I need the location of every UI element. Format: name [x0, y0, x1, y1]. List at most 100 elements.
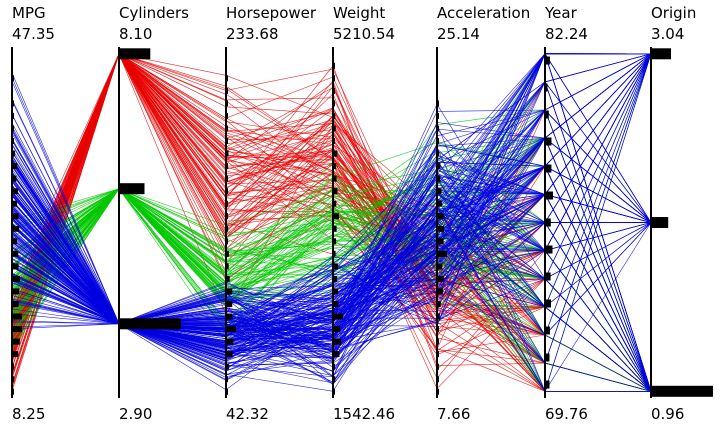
hist-bar-acceleration-15 — [437, 200, 442, 207]
hist-bar-acceleration-14 — [437, 213, 444, 220]
axis-title-mpg: MPG — [12, 4, 46, 22]
record-line-164 — [11, 142, 652, 392]
axis-max-acceleration: 25.14 — [437, 25, 480, 43]
hist-bar-mpg-18 — [12, 163, 18, 170]
hist-bar-mpg-11 — [12, 250, 19, 257]
hist-bar-mpg-15 — [12, 200, 17, 207]
axis-title-weight: Weight — [333, 4, 385, 22]
hist-bar-horsepower-11 — [226, 250, 229, 257]
hist-bar-horsepower-8 — [226, 288, 233, 295]
record-line-170 — [11, 53, 652, 298]
hist-bar-acceleration-7 — [437, 301, 441, 307]
hist-bar-weight-15 — [333, 200, 337, 207]
hist-bar-year-10 — [545, 110, 549, 119]
hist-bar-mpg-1 — [12, 376, 15, 383]
record-line-119 — [11, 139, 652, 392]
axis-min-cylinders: 2.90 — [119, 405, 152, 423]
hist-bar-year-7 — [545, 191, 553, 200]
hist-bar-weight-19 — [333, 150, 338, 157]
hist-bar-weight-13 — [333, 225, 337, 232]
hist-bar-origin-2 — [651, 217, 669, 228]
hist-bar-weight-18 — [333, 163, 337, 170]
hist-bar-year-0 — [545, 380, 550, 389]
hist-bar-horsepower-6 — [226, 313, 233, 320]
axis-max-horsepower: 233.68 — [226, 25, 279, 43]
hist-bar-year-5 — [545, 245, 553, 254]
hist-bar-horsepower-4 — [226, 338, 234, 345]
hist-bar-weight-5 — [333, 326, 341, 333]
axis-title-horsepower: Horsepower — [226, 4, 317, 22]
axis-min-mpg: 8.25 — [12, 405, 45, 423]
hist-bar-horsepower-9 — [226, 275, 230, 282]
axis-max-year: 82.24 — [545, 25, 588, 43]
axis-min-year: 69.76 — [545, 405, 588, 423]
hist-bar-mpg-9 — [12, 275, 21, 282]
axis-title-acceleration: Acceleration — [437, 4, 530, 22]
hist-bar-weight-12 — [333, 238, 337, 245]
hist-bar-acceleration-12 — [437, 238, 444, 245]
hist-bar-weight-9 — [333, 275, 338, 282]
record-line-235 — [11, 150, 652, 373]
hist-bar-origin-3 — [651, 48, 671, 60]
hist-bar-mpg-7 — [12, 301, 19, 307]
hist-bar-horsepower-10 — [226, 263, 229, 270]
hist-bar-weight-2 — [333, 363, 336, 370]
axis-title-year: Year — [544, 4, 578, 22]
hist-bar-weight-4 — [333, 338, 342, 345]
hist-bar-acceleration-9 — [437, 275, 444, 282]
hist-bar-year-1 — [545, 353, 550, 362]
hist-bar-mpg-6 — [12, 313, 22, 320]
hist-bar-weight-1 — [333, 376, 336, 383]
axis-min-weight: 1542.46 — [333, 405, 395, 423]
hist-bar-horsepower-7 — [226, 301, 233, 307]
hist-bar-acceleration-13 — [437, 225, 445, 232]
hist-bar-mpg-5 — [12, 326, 22, 333]
hist-bar-year-2 — [545, 326, 550, 335]
axis-title-origin: Origin — [651, 4, 696, 22]
hist-bar-acceleration-17 — [437, 175, 441, 182]
hist-bar-mpg-4 — [12, 338, 20, 345]
hist-bar-horsepower-3 — [226, 351, 233, 358]
axes-group: MPG 47.35 8.25 Cylinders 8.10 2.90 Horsepower 2… — [11, 4, 696, 423]
axis-min-acceleration: 7.66 — [437, 405, 470, 423]
hist-bar-weight-8 — [333, 288, 339, 295]
hist-bar-horsepower-13 — [226, 225, 229, 232]
data-lines — [11, 52, 652, 393]
hist-bar-horsepower-2 — [226, 363, 229, 370]
record-line-202 — [11, 259, 652, 392]
hist-bar-weight-6 — [333, 313, 343, 320]
hist-bar-mpg-17 — [12, 175, 17, 182]
axis-max-cylinders: 8.10 — [119, 25, 152, 43]
axis-title-cylinders: Cylinders — [119, 4, 189, 22]
hist-bar-weight-17 — [333, 175, 337, 182]
hist-bar-year-8 — [545, 164, 552, 173]
hist-bar-mpg-12 — [12, 238, 17, 245]
axis-max-mpg: 47.35 — [12, 25, 55, 43]
hist-bar-year-6 — [545, 218, 551, 227]
hist-bar-weight-16 — [333, 188, 338, 195]
axis-min-origin: 0.96 — [651, 405, 684, 423]
hist-bar-year-12 — [545, 56, 550, 65]
hist-bar-mpg-13 — [12, 225, 20, 232]
hist-bar-horsepower-5 — [226, 326, 236, 333]
hist-bar-cylinders-8 — [119, 48, 151, 60]
hist-bar-mpg-10 — [12, 263, 19, 270]
hist-bar-cylinders-4 — [119, 318, 181, 330]
hist-bar-acceleration-18 — [437, 163, 441, 170]
hist-bar-weight-22 — [333, 112, 336, 119]
hist-bar-mpg-8 — [12, 288, 20, 295]
hist-bar-weight-3 — [333, 351, 340, 358]
hist-bar-weight-21 — [333, 125, 336, 132]
hist-bar-acceleration-16 — [437, 188, 442, 195]
hist-bar-weight-11 — [333, 250, 336, 257]
hist-bar-year-9 — [545, 137, 552, 146]
hist-bar-weight-14 — [333, 213, 339, 220]
hist-bar-horsepower-19 — [226, 150, 229, 157]
hist-bar-weight-10 — [333, 263, 338, 270]
hist-bar-acceleration-8 — [437, 288, 443, 295]
hist-bar-year-11 — [545, 83, 548, 92]
hist-bar-year-3 — [545, 299, 551, 308]
hist-bar-mpg-3 — [12, 351, 19, 358]
hist-bar-weight-7 — [333, 301, 339, 307]
